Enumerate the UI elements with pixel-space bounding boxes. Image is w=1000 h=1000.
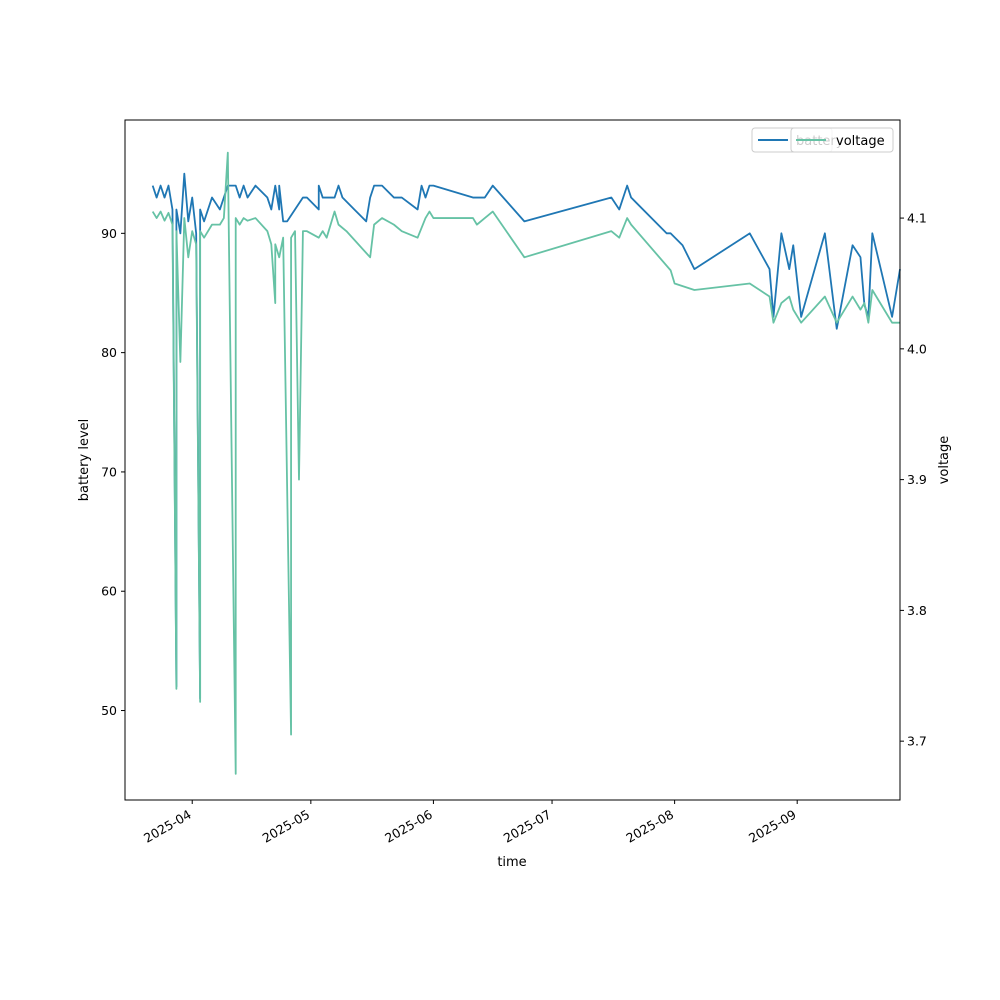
legend-voltage: voltage xyxy=(790,127,894,153)
legend-voltage-label: voltage xyxy=(836,134,885,149)
y-left-tick-label: 60 xyxy=(101,584,117,599)
y-axis-left-label: battery level xyxy=(77,419,92,502)
y-left-tick-label: 90 xyxy=(101,226,117,241)
series-line-voltage xyxy=(151,151,900,775)
y-right-tick-label: 3.9 xyxy=(907,472,927,487)
y-axis-right: 3.7 3.8 3.9 4.0 4.1 xyxy=(900,211,927,749)
series-layer xyxy=(151,151,901,775)
y-right-tick-label: 3.8 xyxy=(907,603,927,618)
legend-voltage-box xyxy=(790,127,894,153)
y-left-tick-label: 70 xyxy=(101,464,117,479)
y-left-tick-label: 80 xyxy=(101,345,117,360)
x-axis-label: time xyxy=(497,855,526,870)
y-left-tick-label: 50 xyxy=(101,703,117,718)
y-right-tick-label: 4.1 xyxy=(907,211,927,226)
y-axis-right-label: voltage xyxy=(937,436,952,485)
y-right-tick-label: 3.7 xyxy=(907,734,927,749)
plot-frame xyxy=(124,119,901,801)
y-right-tick-label: 4.0 xyxy=(907,341,927,356)
y-axis-left: 50 60 70 80 90 xyxy=(101,226,125,718)
